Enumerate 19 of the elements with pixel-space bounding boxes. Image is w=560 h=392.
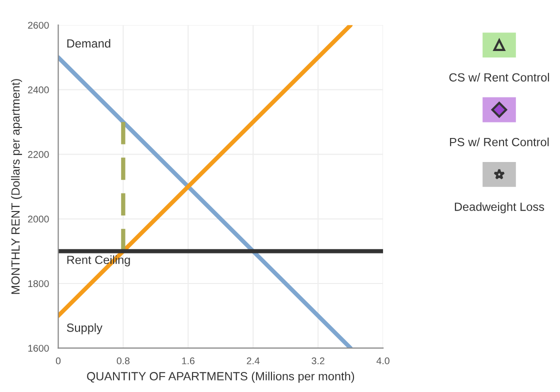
x-tick-label: 0 [56,357,61,364]
y-tick-label: 2200 [28,151,49,158]
x-axis-title: QUANTITY OF APARTMENTS (Millions per month) [87,372,354,383]
x-tick-label: 3.2 [312,357,324,364]
text: CS w/ Rent Control [449,72,549,82]
y-tick-label: 2400 [28,86,49,94]
x-tick-label: 1.6 [182,357,194,364]
y-tick-label: 1800 [28,280,49,288]
y-axis-title: MONTHLY RENT (Dollars per apartment) [11,79,22,294]
y-tick-label: 1600 [28,344,49,352]
series-label: Supply [66,323,102,334]
x-tick-label: 0.8 [116,357,130,364]
x-tick-label: 2.4 [246,357,260,364]
text: PS w/ Rent Control [450,138,549,146]
x-tick-label: 4.0 [376,357,390,364]
text: Deadweight Loss [454,202,544,214]
y-tick-label: 2000 [28,216,49,223]
y-tick-label: 2600 [28,22,49,29]
series-label: Demand [67,38,110,48]
